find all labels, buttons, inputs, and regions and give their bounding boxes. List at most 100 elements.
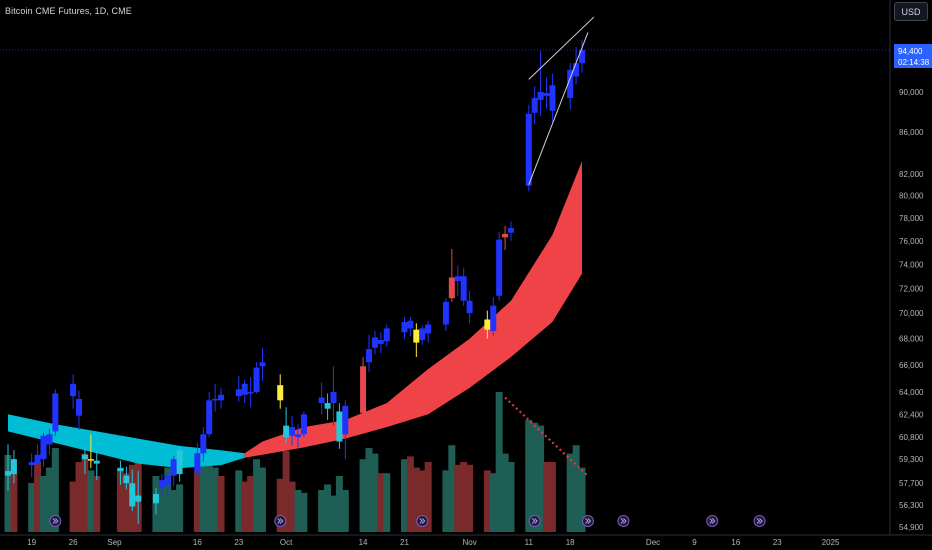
drawings-layer <box>0 16 890 477</box>
volume-bar <box>81 453 89 532</box>
price-tick-label: 80,000 <box>899 192 924 201</box>
time-tick-label: Sep <box>107 538 122 547</box>
candle <box>158 474 165 496</box>
candle-body <box>460 276 467 301</box>
candle-body <box>537 92 544 100</box>
volume-bar <box>235 470 243 532</box>
candle-body <box>300 414 307 435</box>
candle-body <box>454 276 461 282</box>
wedge-lower-line[interactable] <box>528 32 589 185</box>
candle-body <box>129 483 136 507</box>
candle <box>46 428 53 455</box>
time-tick-label: 19 <box>27 538 36 547</box>
time-tick-label: 11 <box>525 538 534 547</box>
candle <box>200 427 207 463</box>
candle-body <box>318 397 325 404</box>
candle-body <box>218 394 225 401</box>
candle-body <box>371 337 378 348</box>
event-marker-glyph <box>531 518 538 524</box>
candle-body <box>342 405 349 435</box>
candle-body <box>413 329 420 343</box>
volume-bar <box>566 453 574 532</box>
candle <box>218 387 225 409</box>
chart-title: Bitcoin CME Futures, 1D, CME <box>5 6 132 16</box>
volume-bar <box>359 459 367 532</box>
volume-bar <box>217 476 225 532</box>
candle-body <box>466 300 473 314</box>
volume-bar <box>377 473 385 532</box>
volume-bar <box>282 450 290 532</box>
price-tick-label: 59,300 <box>899 455 924 464</box>
time-tick-label: Oct <box>280 538 293 547</box>
event-marker-glyph <box>709 518 716 524</box>
event-marker-icon[interactable] <box>581 515 594 527</box>
candle <box>324 393 331 420</box>
candle-body <box>425 324 432 334</box>
volume-bar <box>205 456 213 532</box>
candle <box>206 392 213 438</box>
volume-bar <box>400 459 408 532</box>
bar-countdown: 02:14:38 <box>898 58 930 67</box>
candle-body <box>383 328 390 342</box>
volume-bar <box>424 462 432 532</box>
candle-body <box>200 434 207 454</box>
candle <box>129 469 136 512</box>
volume-bar <box>158 481 166 532</box>
volume-bar <box>45 467 53 532</box>
price-tick-label: 72,000 <box>899 284 924 293</box>
candle-body <box>330 392 337 404</box>
volume-bar <box>578 467 586 532</box>
price-tick-label: 64,000 <box>899 388 924 397</box>
volume-bar <box>10 473 18 532</box>
volume-bar <box>69 481 77 532</box>
candle <box>567 63 574 110</box>
candle <box>496 231 503 301</box>
event-marker-icon[interactable] <box>617 515 630 527</box>
currency-button[interactable]: USD <box>894 2 928 21</box>
event-marker-icon[interactable] <box>274 515 287 527</box>
candle-body <box>324 403 331 409</box>
price-axis[interactable]: 90,000 86,000 82,000 80,000 78,000 76,000 74,0… <box>889 0 924 535</box>
price-tick-label: 76,000 <box>899 237 924 246</box>
candle <box>70 374 77 409</box>
candle <box>502 225 509 251</box>
volume-bar <box>365 448 373 532</box>
candle-body <box>70 383 77 397</box>
candle <box>318 382 325 415</box>
candle-body <box>549 85 556 111</box>
price-tick-label: 70,000 <box>899 309 924 318</box>
volume-bar <box>34 462 42 532</box>
candle-body <box>164 475 171 485</box>
event-marker-icon[interactable] <box>753 515 766 527</box>
candle <box>253 362 260 394</box>
candle-body <box>525 113 532 186</box>
price-tick-label: 86,000 <box>899 128 924 137</box>
event-marker-icon[interactable] <box>49 515 62 527</box>
candle <box>5 444 11 491</box>
candle <box>259 347 266 382</box>
event-marker-icon[interactable] <box>706 515 719 527</box>
candle <box>508 221 515 241</box>
time-axis[interactable]: 19 26 Sep 16 23 Oct 14 21 Nov 11 18 Dec 9 16 23 2025 <box>0 534 932 547</box>
volume-bar <box>572 445 580 532</box>
event-marker-icon[interactable] <box>416 515 429 527</box>
candle <box>466 290 473 324</box>
volume-bar <box>288 481 296 532</box>
volume-bar <box>276 478 284 532</box>
volume-bar <box>87 470 95 532</box>
event-marker-glyph <box>52 518 59 524</box>
event-marker-icon[interactable] <box>528 515 541 527</box>
wedge-upper-line[interactable] <box>528 16 595 80</box>
candle-body <box>289 427 296 436</box>
candle <box>425 320 432 343</box>
candle-body <box>419 328 426 340</box>
candle <box>413 323 420 357</box>
candle-body <box>194 453 201 473</box>
candle-body <box>247 392 254 394</box>
candle-body <box>152 493 159 504</box>
time-tick-label: 21 <box>400 538 409 547</box>
volume-bar <box>442 470 450 532</box>
candle-body <box>484 319 491 330</box>
volume-trend-line[interactable] <box>504 396 589 477</box>
